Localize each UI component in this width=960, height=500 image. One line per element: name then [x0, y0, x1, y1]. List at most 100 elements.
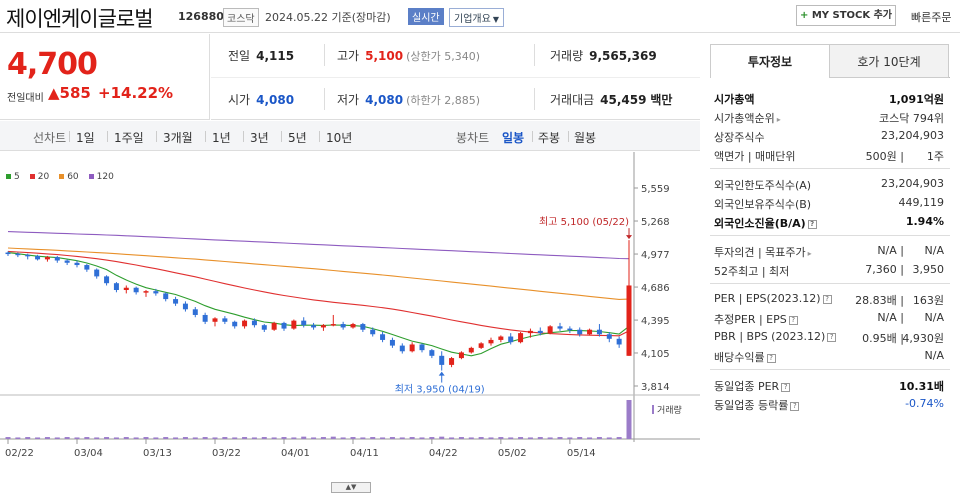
info-row: 외국인한도주식수(A) 23,204,903	[710, 174, 950, 193]
max-arrow-head	[626, 235, 632, 240]
help-icon[interactable]: ?	[822, 294, 832, 304]
volume-bar	[449, 437, 455, 439]
info-label: 추정PER | EPS?	[714, 311, 798, 327]
quick-order-button[interactable]: 빠른주문	[911, 11, 952, 24]
upper-limit: (상한가 5,340)	[406, 50, 480, 63]
candle-body	[192, 309, 198, 315]
line-period-2[interactable]: 3개월	[163, 131, 193, 145]
info-label: 외국인보유주식수(B)	[714, 196, 811, 212]
line-period-6[interactable]: 10년	[326, 131, 353, 145]
line-period-3[interactable]: 1년	[212, 131, 231, 145]
volume-bar	[626, 400, 632, 439]
x-tick-label: 04/11	[350, 448, 379, 459]
info-label-text: 외국인보유주식수(B)	[714, 198, 812, 211]
volume-bar	[44, 437, 50, 439]
line-period-4[interactable]: 3년	[250, 131, 269, 145]
candle-body	[419, 344, 425, 351]
ma60-line	[7, 247, 630, 300]
line-period-0[interactable]: 1일	[76, 131, 95, 145]
volume-bar	[104, 437, 110, 439]
help-icon[interactable]: ?	[788, 315, 798, 325]
chevron-right-icon[interactable]: ▸	[776, 115, 781, 124]
candle-period-0[interactable]: 일봉	[502, 131, 525, 145]
chevron-down-icon: ▼	[492, 15, 499, 24]
volume-bar	[113, 437, 119, 439]
info-label: 동일업종 등락률?	[714, 397, 800, 413]
info-label: PER | EPS(2023.12)?	[714, 292, 832, 305]
volume-bar	[527, 437, 533, 439]
market-badge: 코스닥	[223, 8, 259, 27]
company-overview-dropdown[interactable]: 기업개요 ▼	[449, 8, 504, 27]
help-icon[interactable]: ?	[807, 219, 817, 229]
candle-period-2[interactable]: 월봉	[574, 131, 597, 145]
investment-panel: 투자정보 호가 10단계 시가총액 1,091억원 시가총액순위 ▸ 코스닥 794위 상…	[710, 44, 950, 490]
add-my-stock-button[interactable]: + MY STOCK 추가	[796, 5, 896, 26]
stock-chart: 5,559 5,268 4,977 4,686 4,395 4,105 3,814 02/22…	[0, 152, 700, 459]
help-icon[interactable]: ?	[766, 353, 776, 363]
help-icon[interactable]: ?	[790, 401, 800, 411]
candle-period-1[interactable]: 주봉	[538, 131, 561, 145]
divider	[324, 88, 325, 110]
info-label-text: PBR | BPS (2023.12)	[714, 330, 826, 343]
candle-body	[15, 253, 21, 256]
info-value: 10.31배	[899, 380, 944, 393]
chevron-right-icon[interactable]: ▸	[807, 249, 812, 258]
candle-body	[616, 338, 622, 345]
info-value: 163원	[912, 294, 944, 307]
candle-body	[301, 320, 307, 326]
volume-bar	[518, 437, 524, 439]
candle-chart-label: 봉차트	[456, 131, 490, 145]
divider	[319, 131, 320, 142]
realtime-button[interactable]: 실시간	[408, 8, 444, 25]
tab-investment-info[interactable]: 투자정보	[710, 44, 830, 78]
price-change-percent: +14.22%	[98, 84, 174, 102]
candle-body	[143, 291, 149, 293]
volume-bar	[616, 437, 622, 439]
volume-bar	[311, 437, 317, 439]
chart-scroll-handle[interactable]: ▲▼	[331, 482, 371, 493]
candle-body	[133, 287, 139, 293]
legend-label: 5	[14, 172, 20, 182]
info-value-primary: N/A |	[877, 311, 904, 324]
volume-bar	[380, 437, 386, 439]
prev-close-label: 전일	[228, 49, 251, 63]
candle-body	[350, 324, 356, 328]
info-value: N/A	[924, 349, 944, 362]
section-divider	[710, 369, 950, 370]
volume-label: 거래량	[550, 49, 584, 63]
prev-close: 전일 4,115	[228, 47, 294, 64]
volume-bar	[508, 437, 514, 439]
open-price-label: 시가	[228, 93, 251, 107]
x-tick-label: 05/02	[498, 448, 527, 459]
tab-order-book[interactable]: 호가 10단계	[829, 44, 949, 78]
candle-body	[35, 255, 41, 260]
low-price-value: 4,080	[365, 93, 404, 107]
info-value: 3,950	[912, 263, 945, 276]
section-divider	[710, 235, 950, 236]
ma5-line	[7, 252, 630, 357]
info-label: 배당수익률?	[714, 349, 776, 365]
help-icon[interactable]: ?	[781, 382, 791, 392]
y-tick-label: 5,559	[641, 184, 670, 195]
candle-body	[311, 325, 317, 328]
legend-swatch	[29, 174, 35, 179]
line-chart-label: 선차트	[33, 131, 67, 145]
volume-bar	[301, 436, 307, 439]
info-label: 시가총액순위 ▸	[714, 110, 781, 126]
info-row: 동일업종 등락률? -0.74%	[710, 394, 950, 413]
info-row: 배당수익률? N/A	[710, 346, 950, 365]
y-tick-label: 5,268	[641, 217, 670, 228]
line-period-5[interactable]: 5년	[288, 131, 307, 145]
line-period-1[interactable]: 1주일	[114, 131, 144, 145]
info-label: 동일업종 PER?	[714, 378, 791, 394]
volume-bar	[133, 437, 139, 439]
info-label-text: 동일업종 PER	[714, 380, 780, 393]
info-value: 23,204,903	[881, 177, 944, 190]
info-value: 1.94%	[905, 215, 944, 228]
candle-body	[439, 355, 445, 365]
stock-name: 제이엔케이글로벌	[6, 7, 154, 31]
help-icon[interactable]: ?	[827, 332, 837, 342]
legend-swatch	[59, 174, 65, 179]
info-label-text: 52주최고 | 최저	[714, 265, 790, 278]
info-label: PBR | BPS (2023.12)?	[714, 330, 837, 343]
